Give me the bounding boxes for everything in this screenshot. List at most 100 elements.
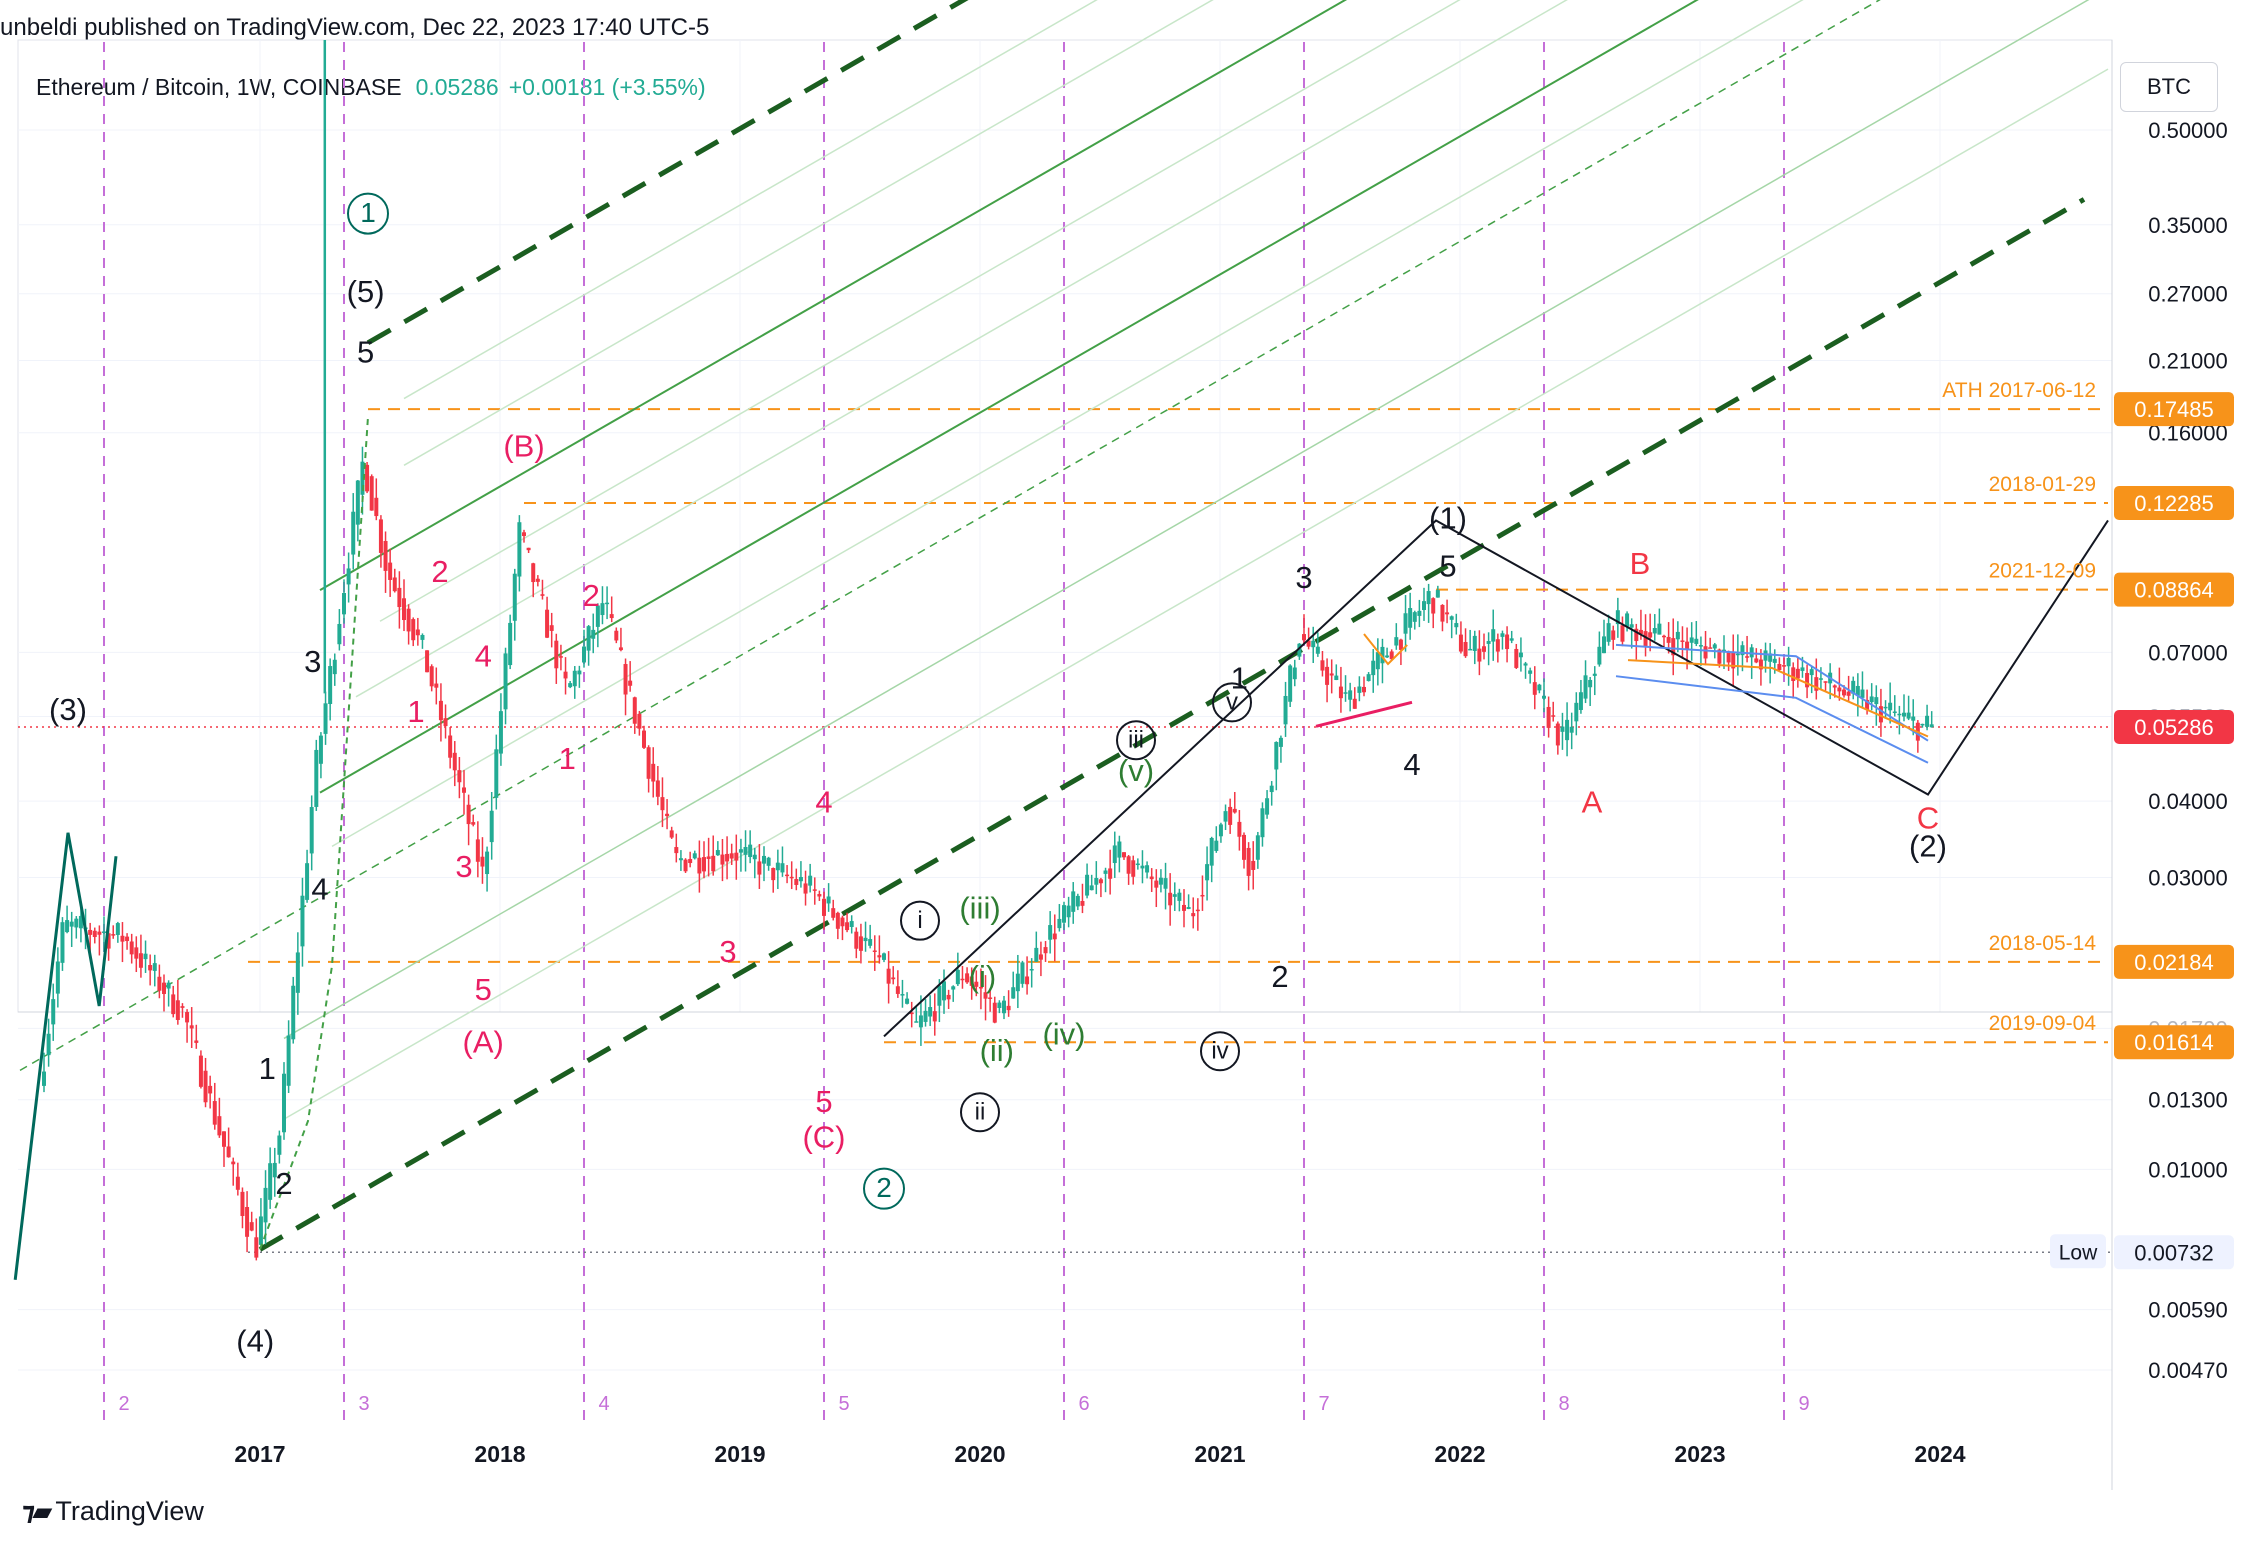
channel-line xyxy=(366,0,969,346)
candle-body xyxy=(1403,613,1408,634)
candle-body xyxy=(392,577,397,592)
candle-body xyxy=(1920,723,1925,726)
candle-body xyxy=(120,935,125,942)
candle-body xyxy=(1343,692,1348,694)
candle-body xyxy=(1292,667,1297,680)
candle-body xyxy=(1754,658,1759,663)
candle-body xyxy=(1158,877,1163,885)
candle-body xyxy=(808,875,813,886)
candle-body xyxy=(748,844,753,858)
candle-body xyxy=(1482,646,1486,652)
symbol-name[interactable]: Ethereum / Bitcoin, 1W, COINBASE xyxy=(36,74,402,100)
candle-body xyxy=(217,1116,222,1136)
level-note: 2018-01-29 xyxy=(1989,473,2096,496)
candle-body xyxy=(1015,973,1020,992)
candle-body xyxy=(1865,699,1870,710)
candle-body xyxy=(978,986,983,989)
candle-body xyxy=(69,921,74,927)
candles xyxy=(42,40,1934,1261)
candle-body xyxy=(46,1033,51,1056)
candle-body xyxy=(762,855,766,864)
candle-body xyxy=(1800,667,1805,671)
level-notes: ATH 2017-06-12 2018-01-29 2021-12-09 2018-0… xyxy=(1942,379,2106,1269)
candle-body xyxy=(1278,737,1283,747)
candle-body xyxy=(1708,647,1713,649)
candle-body xyxy=(872,950,877,952)
candle-body xyxy=(946,994,951,1000)
tradingview-logo[interactable]: ⁊▰ TradingView xyxy=(22,1496,204,1527)
tv-logo-icon: ⁊▰ xyxy=(22,1496,52,1526)
candle-body xyxy=(369,476,374,511)
candle-body xyxy=(1546,706,1551,728)
candle-body xyxy=(1352,698,1357,709)
candle-body xyxy=(1066,905,1071,918)
candle-body xyxy=(332,659,337,675)
candle-body xyxy=(1011,987,1016,999)
price-tick: 0.01000 xyxy=(2148,1157,2228,1182)
candle-body xyxy=(738,849,743,853)
candle-body xyxy=(1768,653,1773,662)
candle-body xyxy=(1749,647,1754,658)
candle-body xyxy=(1477,648,1482,662)
candle-body xyxy=(522,532,526,537)
candle-body xyxy=(854,931,859,949)
candle-body xyxy=(1325,666,1330,685)
candle-body xyxy=(1375,652,1380,670)
price-tick: 0.21000 xyxy=(2148,348,2228,373)
candle-body xyxy=(540,594,545,596)
candle-body xyxy=(185,1012,190,1023)
cycle-number: 9 xyxy=(1798,1393,1809,1415)
year-tick: 2017 xyxy=(234,1441,285,1467)
candle-body xyxy=(1168,892,1173,906)
candle-body xyxy=(937,985,942,1006)
candle-body xyxy=(1029,969,1034,971)
currency-button[interactable]: BTC xyxy=(2120,62,2218,112)
candle-body xyxy=(1320,660,1325,671)
candle-body xyxy=(78,915,83,929)
low-tag-box xyxy=(2050,1234,2106,1269)
symbol-header: Ethereum / Bitcoin, 1W, COINBASE 0.05286 +… xyxy=(36,74,706,101)
candle-body xyxy=(1163,878,1168,889)
candle-body xyxy=(1860,689,1865,698)
wave-label: (B) xyxy=(503,428,544,463)
candle-body xyxy=(1795,668,1800,679)
candle-body xyxy=(323,703,328,734)
candle-body xyxy=(586,626,591,651)
candle-body xyxy=(180,1006,185,1008)
candle-body xyxy=(1085,874,1090,896)
candle-body xyxy=(1218,824,1223,837)
wave-label: (C) xyxy=(802,1119,845,1154)
candle-body xyxy=(1625,613,1630,627)
candle-body xyxy=(660,797,665,811)
wave-label: 2 xyxy=(431,554,448,589)
candle-body xyxy=(1832,685,1837,688)
candle-body xyxy=(1805,672,1810,688)
price-tick: 0.00590 xyxy=(2148,1298,2228,1323)
candle-body xyxy=(462,787,466,793)
candle-body xyxy=(434,683,439,688)
candle-body xyxy=(1108,868,1113,879)
candle-body xyxy=(1458,634,1463,652)
channel-line xyxy=(319,0,1699,794)
candle-body xyxy=(452,752,457,771)
candle-body xyxy=(1620,625,1625,642)
candle-body xyxy=(1357,686,1362,693)
candle-body xyxy=(1509,638,1514,641)
wave-label: (2) xyxy=(1909,828,1947,863)
candle-body xyxy=(720,854,725,865)
cycle-number: 5 xyxy=(838,1393,849,1415)
candle-body xyxy=(526,547,531,551)
wave-circle-label: ii xyxy=(975,1099,986,1126)
candle-body xyxy=(134,947,139,959)
candle-body xyxy=(88,929,93,935)
wave-label: 5 xyxy=(1439,549,1456,584)
candle-body xyxy=(222,1131,226,1147)
wave-label: 1 xyxy=(259,1051,276,1086)
candle-body xyxy=(642,730,646,748)
candle-body xyxy=(1726,651,1731,663)
wave-label: 1 xyxy=(559,741,576,776)
candle-body xyxy=(1329,673,1334,676)
candle-body xyxy=(425,650,430,673)
candle-body xyxy=(858,936,863,951)
